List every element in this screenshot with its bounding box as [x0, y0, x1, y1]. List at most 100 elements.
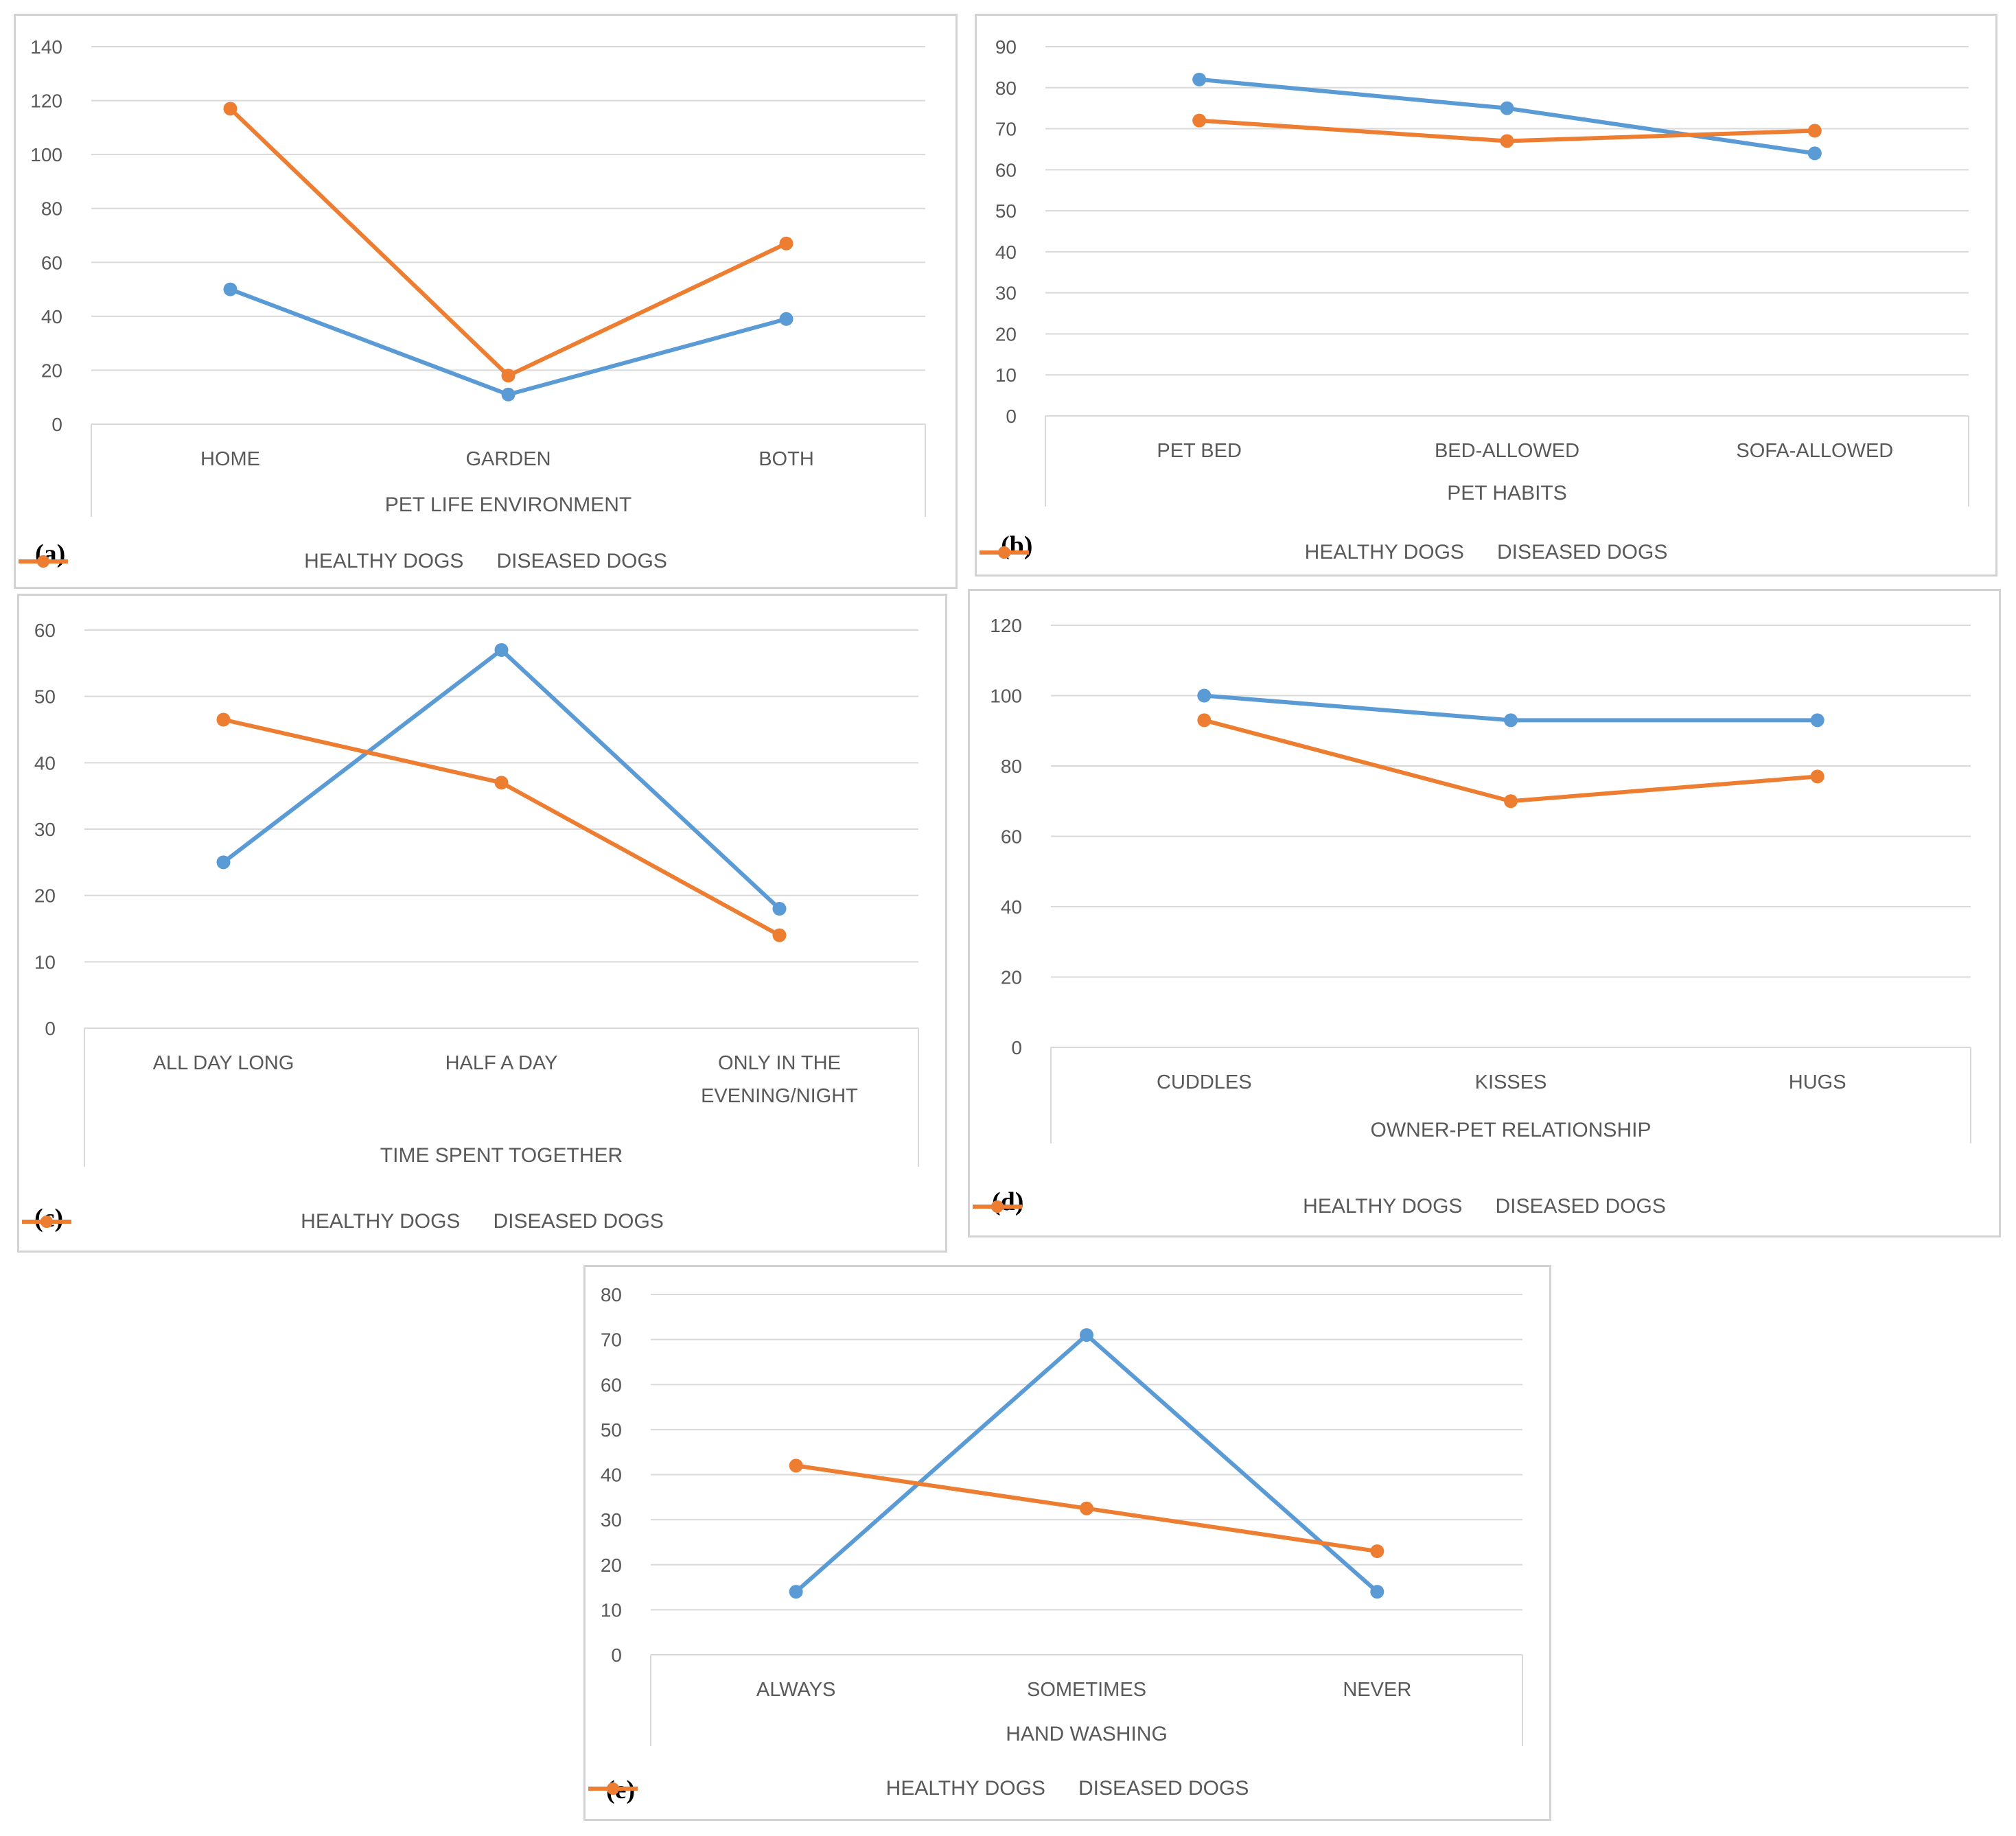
legend-item-diseased: DISEASED DOGS — [22, 1210, 664, 1233]
y-tick-label: 20 — [34, 885, 56, 907]
legend-item-diseased: DISEASED DOGS — [973, 1195, 1666, 1218]
legend-healthy-label: HEALTHY DOGS — [1304, 541, 1464, 563]
y-tick-label: 60 — [1001, 826, 1022, 848]
data-point-diseased — [779, 236, 793, 251]
data-point-diseased — [1080, 1501, 1093, 1515]
x-axis-title: OWNER-PET RELATIONSHIP — [1371, 1119, 1652, 1141]
legend-diseased-label: DISEASED DOGS — [493, 1210, 664, 1233]
legend: HEALTHY DOGS DISEASED DOGS — [586, 1777, 1549, 1800]
y-tick-label: 80 — [995, 78, 1017, 99]
y-tick-label: 80 — [601, 1284, 622, 1305]
data-point-healthy — [501, 387, 515, 402]
y-tick-label: 70 — [995, 119, 1017, 140]
legend-item-healthy: HEALTHY DOGS — [973, 1195, 1463, 1218]
x-category-label: HALF A DAY — [445, 1052, 558, 1074]
y-tick-label: 0 — [51, 414, 62, 435]
y-tick-label: 30 — [601, 1509, 622, 1531]
data-point-healthy — [1370, 1585, 1384, 1599]
y-tick-label: 80 — [41, 198, 62, 220]
y-tick-label: 40 — [41, 306, 62, 327]
chart-c-plot: 0 10 20 30 40 50 60 ALL DAY LONG HALF A DAY ONLY … — [34, 620, 919, 1167]
y-tick-label: 40 — [995, 242, 1017, 263]
data-point-healthy — [1192, 72, 1207, 86]
y-tick-label: 10 — [34, 951, 56, 973]
chart-b-plot: 0 10 20 30 40 50 60 70 80 90 PET BED BED-ALLOWED SOF… — [995, 36, 1969, 507]
y-tick-label: 70 — [601, 1329, 622, 1351]
legend: HEALTHY DOGS DISEASED DOGS — [977, 541, 1995, 564]
legend-diseased-label: DISEASED DOGS — [496, 550, 667, 572]
data-point-healthy — [1080, 1328, 1093, 1343]
data-point-healthy — [789, 1585, 803, 1599]
y-tick-label: 0 — [45, 1018, 56, 1039]
chart-panel-b: 0 10 20 30 40 50 60 70 80 90 PET BED BED-ALLOWED SOF… — [975, 14, 1997, 577]
data-point-diseased — [1504, 794, 1518, 809]
legend-diseased-swatch — [19, 555, 68, 568]
y-tick-label: 90 — [995, 36, 1017, 58]
y-tick-label: 50 — [34, 686, 56, 708]
legend-diseased-label: DISEASED DOGS — [1496, 541, 1668, 563]
x-axis-title: TIME SPENT TOGETHER — [380, 1144, 623, 1167]
legend-diseased-label: DISEASED DOGS — [1078, 1777, 1249, 1800]
data-point-diseased — [1810, 769, 1824, 784]
x-category-label: SOFA-ALLOWED — [1736, 440, 1893, 462]
y-tick-label: 120 — [990, 615, 1022, 636]
series-line-healthy — [794, 1333, 1379, 1594]
x-category-label: ONLY IN THE — [718, 1052, 841, 1074]
x-category-label: CUDDLES — [1157, 1071, 1252, 1093]
legend-diseased-swatch — [980, 546, 1029, 559]
x-category-label: SOMETIMES — [1027, 1679, 1146, 1701]
data-point-diseased — [1197, 713, 1212, 728]
data-point-healthy — [1807, 146, 1822, 161]
legend-item-healthy: HEALTHY DOGS — [22, 1210, 460, 1233]
x-category-label: BED-ALLOWED — [1435, 440, 1579, 462]
x-category-label: HUGS — [1789, 1071, 1846, 1093]
x-category-label: GARDEN — [465, 448, 551, 470]
data-point-healthy — [1810, 713, 1824, 728]
legend: HEALTHY DOGS DISEASED DOGS — [19, 1210, 945, 1233]
y-tick-label: 20 — [995, 323, 1017, 345]
y-tick-label: 10 — [995, 364, 1017, 386]
legend-item-diseased: DISEASED DOGS — [19, 550, 667, 573]
data-point-diseased — [216, 712, 231, 727]
chart-panel-a: 0 20 40 60 80 100 120 140 HOME GARDEN BOTH PET LIFE… — [14, 14, 958, 589]
y-tick-label: 40 — [1001, 896, 1022, 918]
data-point-healthy — [223, 282, 237, 297]
legend-item-healthy: HEALTHY DOGS — [980, 541, 1464, 564]
y-tick-label: 100 — [990, 686, 1022, 707]
x-axis-title: PET LIFE ENVIRONMENT — [385, 493, 632, 516]
data-point-diseased — [1370, 1544, 1384, 1559]
x-category-label: BOTH — [758, 448, 814, 470]
y-tick-label: 100 — [30, 144, 62, 165]
legend-healthy-label: HEALTHY DOGS — [885, 1777, 1045, 1800]
x-category-label: ALWAYS — [756, 1679, 836, 1701]
chart-d-plot: 0 20 40 60 80 100 120 CUDDLES KISSES HUGS OWNER-PE… — [990, 615, 1971, 1143]
y-tick-label: 20 — [1001, 967, 1022, 988]
chart-panel-e: 0 10 20 30 40 50 60 70 80 ALWAYS SOMETIMES NEVER HAN… — [583, 1265, 1551, 1821]
y-tick-label: 0 — [1011, 1037, 1022, 1058]
y-tick-label: 30 — [995, 283, 1017, 304]
x-category-label: NEVER — [1343, 1679, 1411, 1701]
x-category-label: HOME — [200, 448, 260, 470]
data-point-healthy — [494, 643, 509, 657]
data-point-healthy — [772, 902, 787, 916]
x-axis-title: HAND WASHING — [1006, 1723, 1168, 1745]
data-point-healthy — [1197, 688, 1212, 703]
y-tick-label: 40 — [601, 1465, 622, 1486]
x-category-label: ALL DAY LONG — [153, 1052, 294, 1074]
x-category-label: EVENING/NIGHT — [701, 1085, 858, 1107]
y-tick-label: 20 — [601, 1555, 622, 1576]
legend-item-diseased: DISEASED DOGS — [588, 1777, 1249, 1800]
data-point-diseased — [1807, 124, 1822, 138]
chart-panel-c: 0 10 20 30 40 50 60 ALL DAY LONG HALF A DAY ONLY … — [17, 594, 947, 1253]
series-line-diseased — [222, 717, 780, 938]
data-point-diseased — [501, 369, 515, 383]
data-point-diseased — [789, 1459, 803, 1473]
data-point-diseased — [1500, 134, 1514, 148]
y-tick-label: 0 — [611, 1645, 622, 1666]
legend-item-diseased: DISEASED DOGS — [980, 541, 1668, 564]
legend-healthy-label: HEALTHY DOGS — [1303, 1195, 1463, 1218]
legend-diseased-swatch — [973, 1200, 1022, 1213]
data-point-diseased — [772, 928, 787, 942]
y-tick-label: 40 — [34, 752, 56, 774]
y-tick-label: 0 — [1006, 406, 1017, 427]
